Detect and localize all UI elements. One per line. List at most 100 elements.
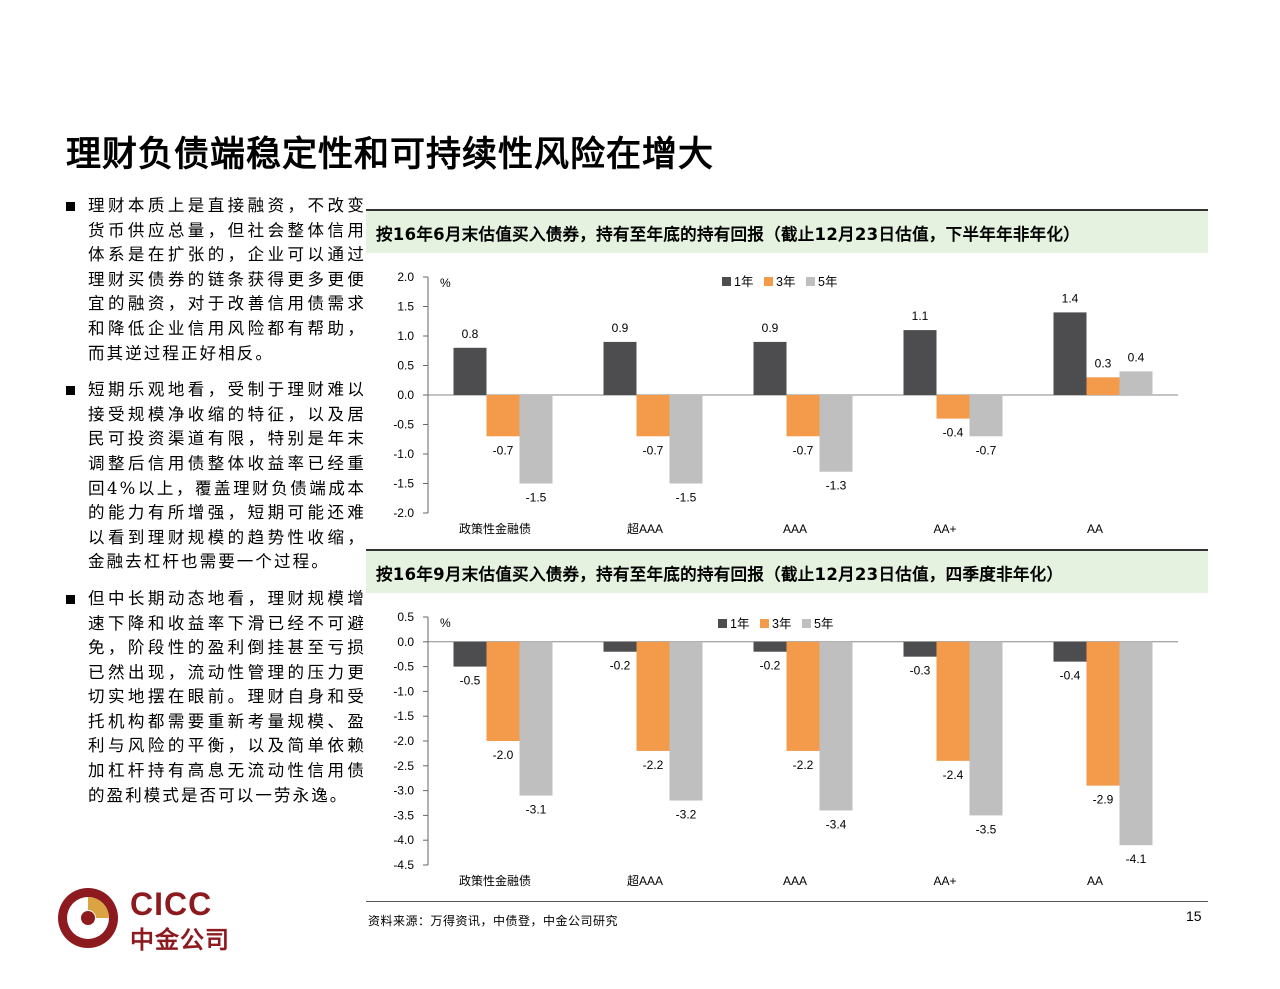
data-label: -3.4	[826, 817, 847, 831]
bar	[936, 641, 970, 761]
bar	[969, 395, 1003, 437]
y-tick-label: -1.0	[393, 447, 414, 461]
bottom-rule	[366, 901, 1208, 902]
category-label: 政策性金融债	[459, 521, 531, 536]
bar	[1119, 641, 1153, 846]
chart1-header: 按16年6月末估值买入债券，持有至年底的持有回报（截止12月23日估值，下半年年…	[366, 209, 1208, 253]
y-tick-label: 2.0	[397, 270, 414, 284]
cicc-emblem-icon	[58, 888, 118, 948]
source-note: 资料来源：万得资讯，中债登，中金公司研究	[368, 914, 619, 928]
bar	[519, 395, 553, 484]
data-label: -3.2	[676, 808, 697, 822]
category-label: AAA	[783, 522, 807, 536]
y-tick-label: -0.5	[393, 660, 414, 674]
bar	[669, 641, 703, 801]
data-label: 0.8	[462, 327, 479, 341]
data-label: -2.2	[793, 758, 814, 772]
data-label: -0.4	[1060, 669, 1081, 683]
bar	[786, 395, 820, 437]
data-label: -0.7	[643, 443, 664, 457]
y-tick-label: -1.5	[393, 477, 414, 491]
y-tick-label: -1.0	[393, 684, 414, 698]
y-tick-label: -0.5	[393, 418, 414, 432]
data-label: -1.5	[676, 491, 697, 505]
data-label: -0.2	[610, 659, 631, 673]
legend-label: 5年	[818, 275, 837, 289]
page-title: 理财负债端稳定性和可持续性风险在增大	[66, 134, 715, 175]
bullet-square-icon	[66, 594, 75, 604]
bar	[603, 641, 637, 652]
data-label: -1.5	[526, 491, 547, 505]
cicc-logo: CICC 中金公司	[52, 882, 242, 954]
data-label: 1.4	[1062, 291, 1079, 305]
legend-swatch	[718, 619, 727, 628]
bullet-item: 短期乐观地看，受制于理财难以接受规模净收缩的特征，以及居民可投资渠道有限，特别是…	[66, 378, 366, 575]
bar	[753, 641, 787, 652]
data-label: -2.9	[1093, 793, 1114, 807]
y-tick-label: 0.5	[397, 610, 414, 624]
legend-label: 1年	[730, 617, 749, 631]
y-tick-label: 0.5	[397, 359, 414, 373]
bar	[819, 395, 853, 472]
data-label: -0.4	[943, 426, 964, 440]
data-label: 0.3	[1095, 356, 1112, 370]
y-tick-label: 0.0	[397, 635, 414, 649]
bar	[903, 641, 937, 657]
chart1-svg: 2.01.51.00.50.0-0.5-1.0-1.5-2.0%0.8-0.7-…	[393, 270, 1178, 536]
legend-swatch	[722, 277, 731, 286]
y-tick-label: -3.5	[393, 808, 414, 822]
data-label: -2.4	[943, 768, 964, 782]
data-label: -3.1	[526, 803, 547, 817]
legend-swatch	[760, 619, 769, 628]
data-label: -1.3	[826, 479, 847, 493]
legend-label: 1年	[734, 275, 753, 289]
chart2-header: 按16年9月末估值买入债券，持有至年底的持有回报（截止12月23日估值，四季度非…	[366, 549, 1208, 593]
legend-label: 3年	[772, 617, 791, 631]
data-label: -0.3	[910, 664, 931, 678]
bullet-item: 理财本质上是直接融资，不改变货币供应总量，但社会整体信用体系是在扩张的，企业可以…	[66, 194, 366, 366]
legend-swatch	[764, 277, 773, 286]
data-label: -2.2	[643, 758, 664, 772]
logo-text-cn: 中金公司	[130, 926, 230, 954]
y-tick-label: 1.0	[397, 329, 414, 343]
data-label: 0.4	[1128, 350, 1145, 364]
data-label: -0.2	[760, 659, 781, 673]
y-tick-label: 1.5	[397, 300, 414, 314]
bar	[486, 641, 520, 741]
data-label: 1.1	[912, 309, 929, 323]
category-label: 超AAA	[627, 873, 663, 888]
bullet-text: 但中长期动态地看，理财规模增速下降和收益率下滑已经不可避免，阶段性的盈利倒挂甚至…	[88, 588, 366, 805]
category-label: AA	[1087, 522, 1103, 536]
bullet-item: 但中长期动态地看，理财规模增速下降和收益率下滑已经不可避免，阶段性的盈利倒挂甚至…	[66, 587, 366, 808]
bar	[453, 641, 487, 667]
y-tick-label: -4.0	[393, 833, 414, 847]
bar	[453, 347, 487, 395]
page-number: 15	[1186, 908, 1202, 924]
data-label: 0.9	[762, 321, 779, 335]
bar	[636, 395, 670, 437]
bar	[486, 395, 520, 437]
data-label: -0.5	[460, 674, 481, 688]
data-label: -0.7	[493, 443, 514, 457]
y-tick-label: 0.0	[397, 388, 414, 402]
bar	[1053, 312, 1087, 395]
y-tick-label: -1.5	[393, 709, 414, 723]
y-tick-label: -2.5	[393, 759, 414, 773]
y-tick-label: -4.5	[393, 858, 414, 872]
bullet-square-icon	[66, 386, 75, 396]
bar	[603, 341, 637, 395]
bullet-text: 短期乐观地看，受制于理财难以接受规模净收缩的特征，以及居民可投资渠道有限，特别是…	[88, 380, 366, 572]
legend-swatch	[802, 619, 811, 628]
y-tick-label: -3.0	[393, 784, 414, 798]
legend-label: 3年	[776, 275, 795, 289]
bar	[969, 641, 1003, 816]
bar	[1086, 377, 1120, 395]
category-label: AAA	[783, 874, 807, 888]
category-label: AA+	[933, 874, 956, 888]
data-label: -0.7	[976, 443, 997, 457]
category-label: AA+	[933, 522, 956, 536]
bar	[819, 641, 853, 811]
data-label: 0.9	[612, 321, 629, 335]
bar	[1086, 641, 1120, 786]
bar	[519, 641, 553, 796]
